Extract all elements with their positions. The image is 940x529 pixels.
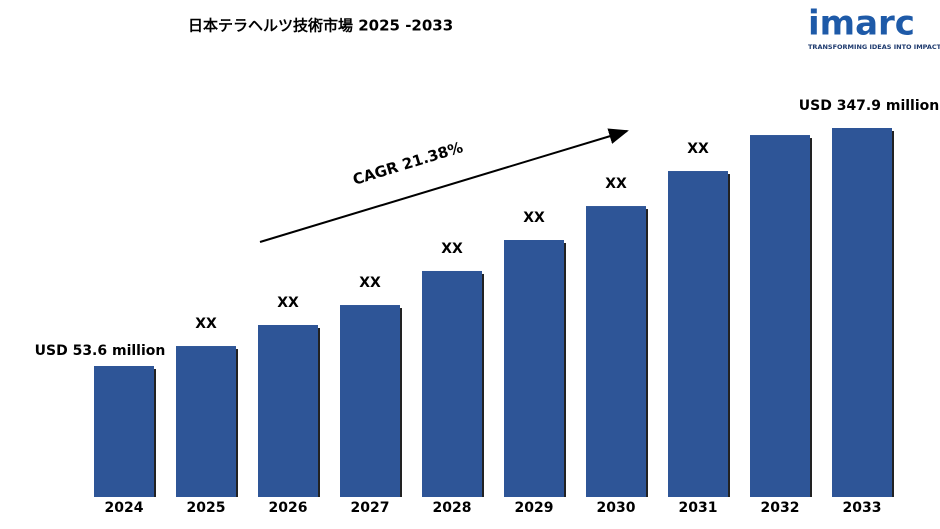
bar <box>668 171 728 497</box>
x-tick-label: 2033 <box>843 500 882 516</box>
x-tick-label: 2029 <box>515 500 554 516</box>
logo-tagline: TRANSFORMING IDEAS INTO IMPACT <box>808 43 940 51</box>
chart-title: 日本テラヘルツ技術市場 2025 -2033 <box>188 17 453 35</box>
value-label: XX <box>687 141 709 157</box>
x-tick-label: 2030 <box>597 500 636 516</box>
bar <box>586 206 646 497</box>
value-label: USD 53.6 million <box>35 343 166 359</box>
x-tick-label: 2027 <box>351 500 390 516</box>
bar <box>422 270 482 497</box>
value-label: XX <box>195 316 217 332</box>
logo: imarc <box>808 4 915 44</box>
x-tick-label: 2028 <box>433 500 472 516</box>
value-label: XX <box>359 275 381 291</box>
bar <box>258 324 318 497</box>
x-tick-label: 2024 <box>105 500 144 516</box>
bar <box>750 135 810 497</box>
value-label: XX <box>277 295 299 311</box>
trend-arrow <box>259 128 629 243</box>
x-tick-label: 2031 <box>679 500 718 516</box>
value-label: XX <box>441 241 463 257</box>
x-tick-label: 2025 <box>187 500 226 516</box>
bar <box>504 240 564 497</box>
x-tick-label: 2026 <box>269 500 308 516</box>
bar <box>176 346 236 497</box>
value-label: USD 347.9 million <box>799 98 939 114</box>
bar <box>340 305 400 497</box>
cagr-annotation: CAGR 21.38% <box>351 138 465 189</box>
value-label: XX <box>605 176 627 192</box>
value-label: XX <box>523 210 545 226</box>
x-tick-label: 2032 <box>761 500 800 516</box>
bar <box>94 366 154 497</box>
bar <box>832 128 892 497</box>
